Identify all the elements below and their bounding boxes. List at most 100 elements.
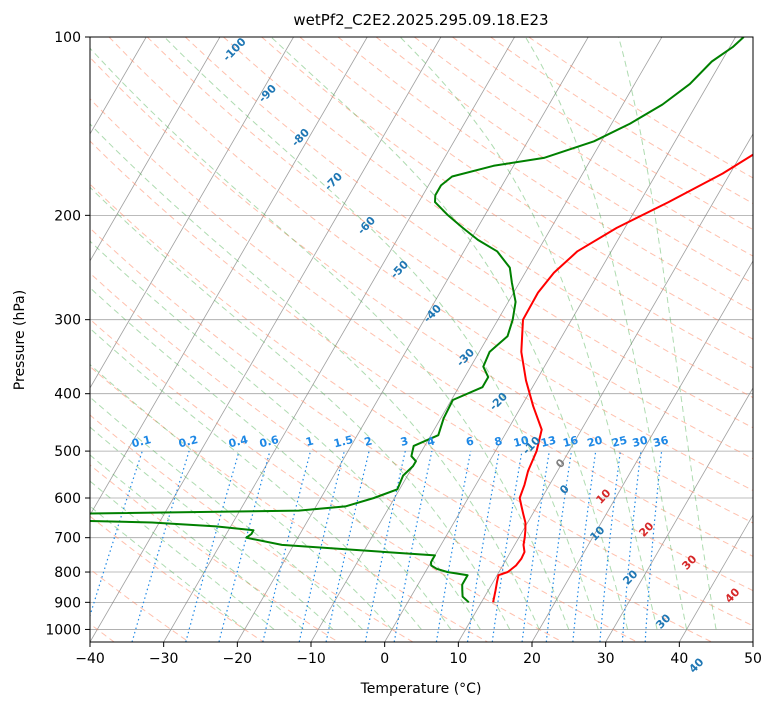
isotherm-line — [90, 37, 221, 262]
moist-adiabat-line — [90, 396, 363, 630]
moist-adiabat-label: 0 — [553, 456, 568, 471]
isopleth-labels: -100-90-80-70-60-50-40-30-20-10010203040… — [130, 35, 742, 676]
mixing-ratio-line — [364, 450, 406, 642]
y-tick-label: 900 — [54, 595, 81, 611]
mixing-ratio-label: 13 — [539, 434, 557, 450]
mixing-ratio-label: 4 — [426, 434, 437, 449]
isotherm-line — [605, 387, 753, 642]
dry-adiabat-line — [90, 272, 638, 642]
isotherm-line — [457, 133, 753, 642]
dry-adiabat-line — [413, 37, 753, 257]
profile-lines — [90, 37, 753, 604]
dry-adiabat-line — [90, 140, 753, 592]
dry-adiabat-line — [375, 37, 753, 284]
dry-adiabat-line — [90, 568, 190, 642]
mixing-ratio-label: 0.1 — [130, 433, 152, 450]
y-tick-label: 500 — [54, 444, 81, 460]
isotherm-line — [163, 37, 515, 642]
mixing-ratio-label: 16 — [562, 433, 580, 449]
x-tick-label: 50 — [744, 651, 762, 667]
dry-adiabat-label: 0 — [557, 482, 572, 497]
dry-adiabat-line — [90, 365, 488, 642]
mixing-ratio-line — [393, 450, 433, 642]
mixing-ratio-label: 1 — [304, 434, 315, 448]
isotherm-line — [752, 641, 753, 642]
moist-adiabat-line — [90, 287, 452, 630]
dry-adiabat-label: -70 — [322, 170, 345, 194]
mixing-ratio-label: 0.4 — [227, 433, 249, 450]
mixing-ratio-line — [435, 450, 472, 642]
background-grid — [90, 37, 753, 642]
mixing-ratio-label: 8 — [493, 434, 504, 448]
mixing-ratio-line — [131, 450, 190, 642]
moist-adiabat-line — [90, 240, 481, 630]
dry-adiabat-label: -90 — [256, 82, 279, 106]
mixing-ratio-line — [325, 450, 370, 642]
moist-adiabat-line — [270, 37, 629, 630]
y-tick-label: 1000 — [45, 622, 81, 638]
x-tick-label: −20 — [223, 651, 253, 667]
x-axis-label: Temperature (°C) — [360, 681, 482, 697]
mixing-ratio-line — [621, 451, 642, 642]
mixing-ratio-line — [491, 450, 523, 642]
x-tick-label: −30 — [149, 651, 179, 667]
dry-adiabat-line — [108, 37, 753, 492]
moist-adiabat-label: 10 — [593, 486, 613, 506]
dry-adiabat-label: -20 — [487, 390, 510, 414]
x-tick-label: −40 — [75, 651, 105, 667]
moist-adiabat-line — [525, 37, 688, 630]
isotherm-line — [90, 37, 368, 516]
mixing-ratio-label: 0.2 — [177, 433, 199, 450]
dry-adiabat-label: 40 — [686, 655, 706, 675]
mixing-ratio-label: 20 — [586, 433, 604, 449]
mixing-ratio-line — [521, 451, 550, 642]
mixing-ratio-line — [185, 450, 240, 642]
dewpoint-profile — [90, 37, 745, 604]
y-tick-label: 400 — [54, 387, 81, 403]
dry-adiabat-line — [90, 56, 753, 524]
y-tick-label: 200 — [54, 208, 81, 224]
mixing-ratio-line — [466, 450, 500, 642]
dry-adiabat-line — [90, 515, 264, 642]
moist-adiabat-line — [90, 426, 334, 630]
moist-adiabat-line — [90, 123, 540, 630]
isotherm-line — [531, 260, 753, 642]
dry-adiabat-line — [337, 37, 753, 312]
x-tick-label: 40 — [670, 651, 688, 667]
moist-adiabat-line — [164, 37, 599, 630]
mixing-ratio-label: 1.5 — [332, 433, 354, 450]
isotherm-line — [90, 37, 294, 389]
plot-frame — [89, 36, 754, 643]
isotherm-line — [236, 37, 589, 642]
moist-adiabat-label: 20 — [636, 519, 656, 539]
mixing-ratio-line — [599, 451, 621, 642]
chart-title: wetPf2_C2E2.2025.295.09.18.E23 — [293, 11, 548, 30]
dry-adiabat-label: -80 — [289, 126, 312, 150]
mixing-ratio-label: 0.6 — [258, 433, 280, 450]
x-tick-label: 0 — [380, 651, 389, 667]
dry-adiabat-line — [90, 227, 712, 642]
moist-adiabat-line — [618, 37, 717, 630]
dry-adiabat-line — [90, 414, 414, 642]
y-axis-label: Pressure (hPa) — [12, 290, 28, 390]
moist-adiabat-line — [90, 47, 570, 630]
mixing-ratio-line — [218, 450, 271, 642]
moist-adiabat-line — [90, 480, 275, 630]
moist-adiabat-line — [90, 454, 304, 630]
dry-adiabat-line — [90, 183, 753, 627]
moist-adiabat-line — [399, 37, 658, 630]
y-tick-label: 300 — [54, 313, 81, 329]
mixing-ratio-line — [90, 450, 143, 618]
y-tick-label: 100 — [54, 30, 81, 46]
x-tick-label: 20 — [523, 651, 541, 667]
dry-adiabat-line — [90, 98, 753, 557]
moist-adiabat-line — [90, 505, 245, 630]
x-tick-label: 30 — [597, 651, 615, 667]
dry-adiabat-label: -100 — [220, 35, 249, 64]
y-tick-label: 600 — [54, 491, 81, 507]
x-tick-label: 10 — [449, 651, 467, 667]
temperature-profile — [492, 153, 753, 603]
mixing-ratio-label: 6 — [465, 434, 476, 449]
dry-adiabat-label: 20 — [620, 567, 640, 587]
